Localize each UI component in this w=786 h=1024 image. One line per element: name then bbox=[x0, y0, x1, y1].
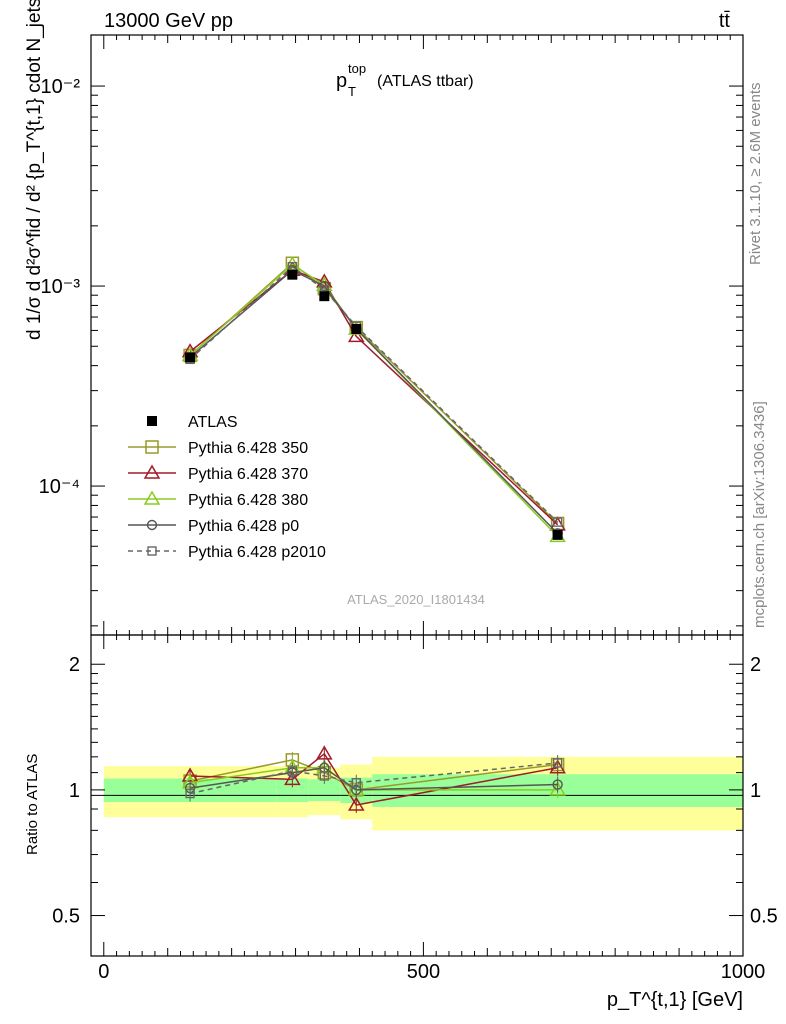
atlas-data-point bbox=[351, 323, 362, 334]
title-sup: top bbox=[348, 61, 366, 76]
y-tick-label-ratio-right: 2 bbox=[750, 654, 761, 676]
energy-label: 13000 GeV pp bbox=[104, 10, 233, 32]
y-tick-label-main: 10⁻³ bbox=[41, 276, 81, 298]
y-tick-label-ratio: 2 bbox=[69, 654, 80, 676]
legend-marker bbox=[143, 464, 161, 479]
x-axis-label: p_T^{t,1} [GeV] bbox=[607, 989, 743, 1011]
legend-label: Pythia 6.428 350 bbox=[188, 440, 308, 457]
legend-label: Pythia 6.428 370 bbox=[188, 466, 308, 483]
tick-labels: 0 500 1000 10⁻⁴ 10⁻³ 10⁻² 0.5 0.5 1 1 2 2 bbox=[39, 76, 778, 983]
title-main: p bbox=[336, 70, 347, 92]
ratio-point-5 bbox=[552, 758, 563, 768]
ratio-point-5 bbox=[351, 778, 361, 788]
process-label: tt̄ bbox=[719, 10, 731, 32]
legend-marker bbox=[147, 416, 157, 426]
y-tick-label-ratio-right: 0.5 bbox=[750, 906, 778, 928]
atlas-data-point bbox=[319, 291, 330, 302]
ratio-point-4 bbox=[552, 779, 563, 790]
ratio-point-3 bbox=[549, 781, 566, 796]
plot-title: p top T (ATLAS ttbar) bbox=[336, 61, 474, 99]
ratio-point-5 bbox=[319, 771, 330, 781]
legend-label: Pythia 6.428 p2010 bbox=[188, 544, 326, 561]
legend-marker bbox=[143, 490, 161, 505]
series-point-5 bbox=[552, 517, 563, 527]
x-tick-label: 1000 bbox=[721, 961, 766, 983]
atlas-data-point bbox=[185, 352, 196, 363]
ratio-point-5 bbox=[185, 788, 195, 799]
y-tick-label-main: 10⁻⁴ bbox=[39, 476, 80, 498]
legend-label: Pythia 6.428 p0 bbox=[188, 518, 299, 535]
title-sub: T bbox=[348, 84, 356, 99]
legend-label: Pythia 6.428 380 bbox=[188, 492, 308, 509]
y-axis-label-main: d 1/σ d d²σ^fid / d² {p_T^{t,1} cdot N_j… bbox=[24, 0, 45, 340]
series-point-2 bbox=[347, 327, 365, 343]
y-axis-label-ratio: Ratio to ATLAS bbox=[24, 754, 41, 855]
y-tick-label-ratio: 0.5 bbox=[52, 906, 80, 928]
y-tick-label-ratio-right: 1 bbox=[750, 780, 761, 802]
main-series-group bbox=[181, 256, 566, 543]
ratio-uncertainty-bands bbox=[103, 756, 743, 831]
legend-marker bbox=[146, 519, 158, 531]
x-tick-label: 500 bbox=[407, 961, 440, 983]
mcplots-label: mcplots.cern.ch [arXiv:1306.3436] bbox=[751, 401, 768, 628]
x-tick-label: 0 bbox=[98, 961, 109, 983]
ratio-series-group bbox=[181, 745, 566, 814]
band-inner bbox=[276, 778, 309, 803]
legend-marker bbox=[145, 440, 159, 454]
ratio-point-5 bbox=[287, 766, 298, 776]
ratio-point-2 bbox=[347, 796, 365, 811]
series-line-1 bbox=[189, 262, 559, 525]
ratio-point-2 bbox=[316, 745, 333, 760]
legend-label: ATLAS bbox=[188, 414, 238, 431]
atlas-data-point bbox=[287, 269, 298, 280]
series-line-5 bbox=[189, 265, 559, 523]
y-tick-label-main: 10⁻² bbox=[41, 76, 81, 98]
atlas-data-point bbox=[552, 529, 563, 540]
legend-marker bbox=[147, 546, 157, 556]
legend: ATLAS Pythia 6.428 350 Pythia 6.428 370 Pyt… bbox=[128, 414, 326, 561]
ratio-point-2 bbox=[284, 770, 301, 786]
rivet-label: Rivet 3.1.10, ≥ 2.6M events bbox=[747, 83, 764, 266]
y-tick-label-ratio: 1 bbox=[69, 780, 80, 802]
title-rest: (ATLAS ttbar) bbox=[377, 73, 474, 90]
axis-ticks bbox=[91, 35, 744, 956]
analysis-watermark: ATLAS_2020_I1801434 bbox=[347, 592, 485, 607]
